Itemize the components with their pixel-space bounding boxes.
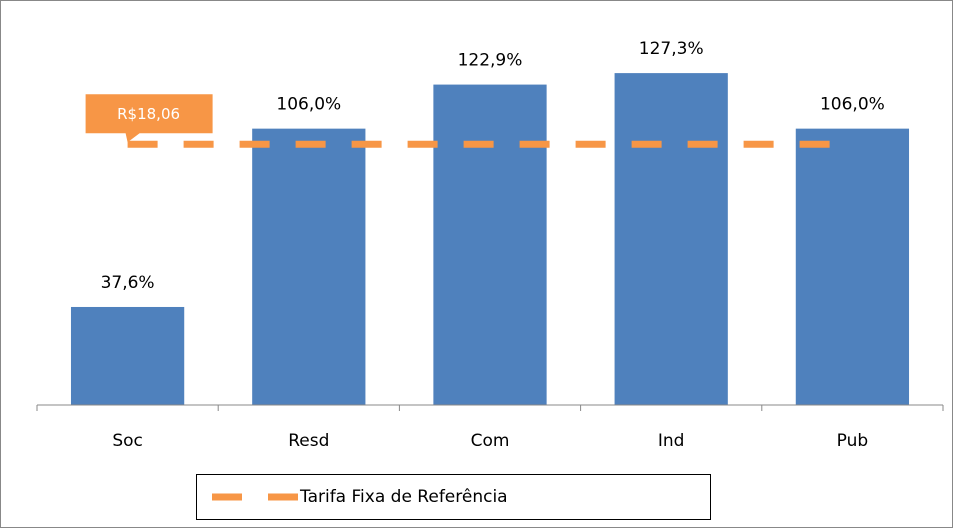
bar [614, 73, 728, 405]
data-label: 106,0% [820, 95, 885, 115]
data-label: 122,9% [458, 51, 523, 71]
x-tick-label: Com [471, 431, 510, 451]
legend: Tarifa Fixa de Referência [196, 474, 711, 520]
legend-label: Tarifa Fixa de Referência [299, 487, 508, 507]
bar [433, 84, 547, 405]
bar [70, 306, 185, 405]
x-tick-label: Ind [658, 431, 685, 451]
x-tick-label: Resd [288, 431, 329, 451]
data-label: 127,3% [639, 39, 704, 59]
data-label: 37,6% [101, 273, 155, 293]
bar [795, 128, 910, 405]
annotation-box [85, 94, 213, 143]
bar [252, 128, 366, 405]
x-tick-label: Soc [112, 431, 143, 451]
data-label: 106,0% [276, 95, 341, 115]
annotation-text: R$18,06 [117, 105, 180, 123]
x-tick-label: Pub [837, 431, 869, 451]
legend-frame [196, 474, 711, 520]
